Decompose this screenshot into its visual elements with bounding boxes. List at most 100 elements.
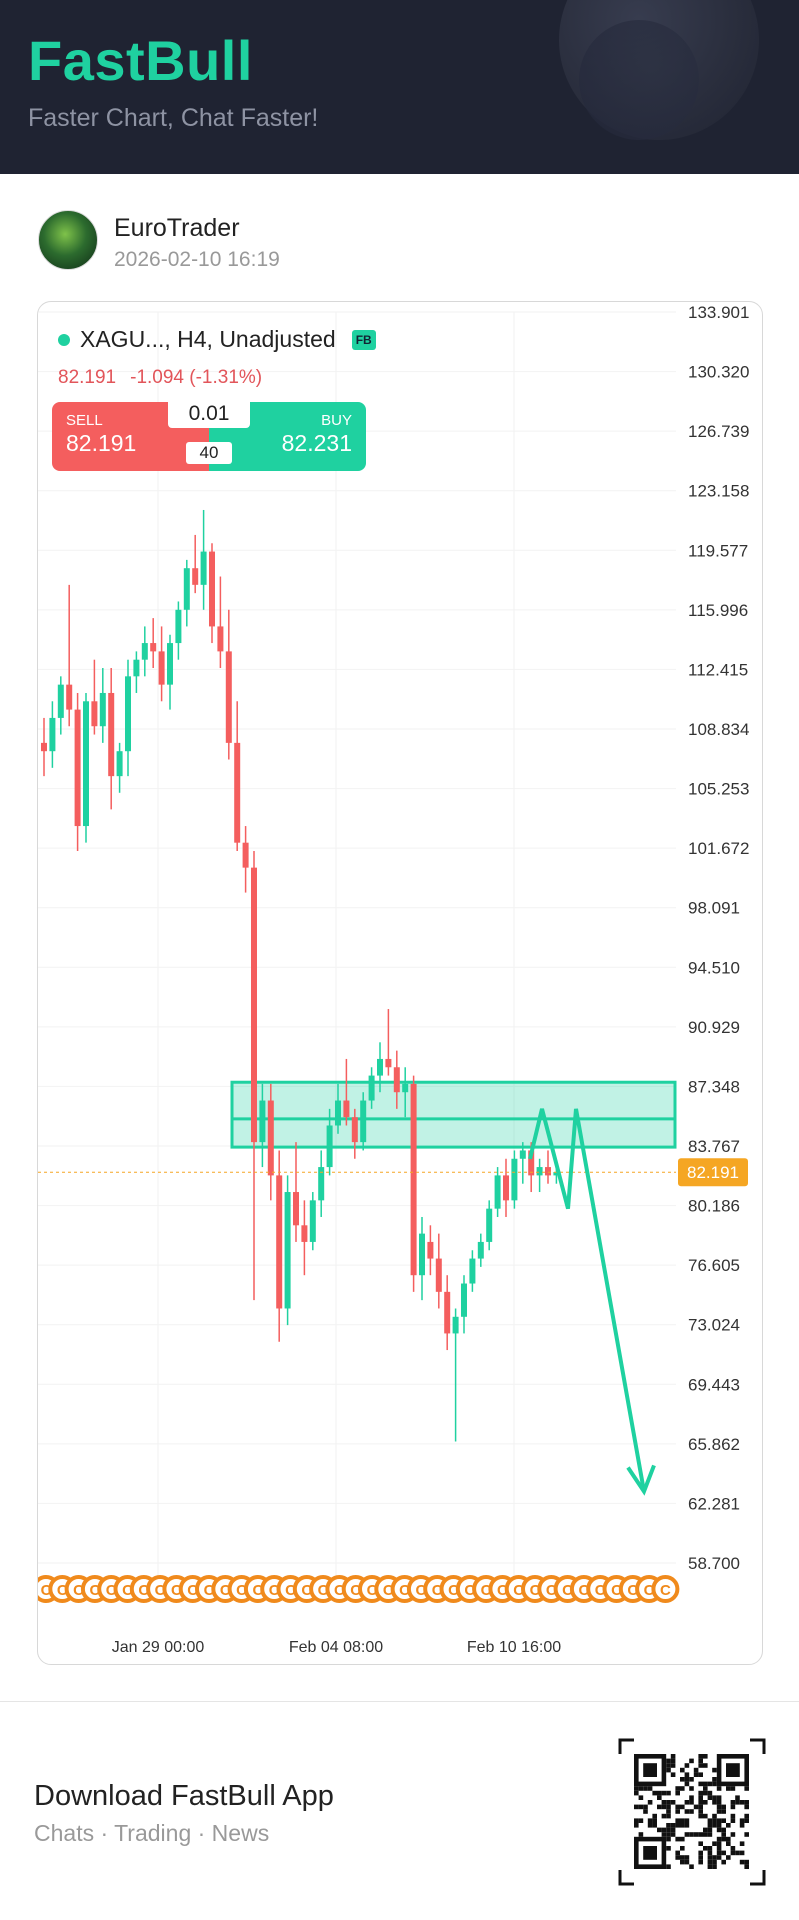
qr-module xyxy=(744,1786,749,1791)
candle-body xyxy=(402,1083,409,1093)
candle-body xyxy=(377,1058,383,1076)
candle-body xyxy=(553,1172,560,1176)
event-marker-glyph: C xyxy=(481,1582,492,1599)
candle-body xyxy=(385,1058,392,1068)
symbol-header[interactable]: XAGU... , H4, Unadjusted FB xyxy=(58,326,376,353)
qr-module xyxy=(716,1827,722,1833)
candle-body xyxy=(192,568,199,585)
event-marker-glyph: C xyxy=(546,1582,557,1599)
event-marker-glyph: C xyxy=(89,1582,100,1599)
qr-module xyxy=(680,1777,685,1782)
candle-body xyxy=(503,1175,509,1201)
lot-size-input[interactable]: 0.01 xyxy=(168,402,250,428)
candle-body xyxy=(427,1241,434,1259)
qr-module xyxy=(707,1781,713,1787)
candle-body xyxy=(477,1241,484,1259)
candle-body xyxy=(66,684,73,710)
trade-panel: SELL 82.191 BUY 82.231 0.01 40 xyxy=(52,402,366,471)
qr-module xyxy=(721,1804,726,1810)
app-header: FastBull Faster Chart, Chat Faster! xyxy=(0,0,799,174)
qr-module xyxy=(716,1786,722,1791)
candle-body xyxy=(469,1258,476,1284)
candle-body xyxy=(167,643,173,685)
qr-module xyxy=(735,1800,740,1805)
price-change: -1.094 (-1.31%) xyxy=(130,367,263,388)
qr-module xyxy=(643,1804,648,1810)
qr-corner xyxy=(750,1870,766,1886)
event-marker-glyph: C xyxy=(578,1582,589,1599)
qr-module xyxy=(634,1823,639,1828)
qr-module xyxy=(744,1859,749,1865)
event-marker-glyph: C xyxy=(318,1582,329,1599)
qr-module xyxy=(744,1813,749,1819)
qr-module xyxy=(716,1855,722,1860)
candle-body xyxy=(267,1100,274,1176)
qr-module xyxy=(703,1763,708,1768)
qr-module xyxy=(744,1804,749,1810)
qr-module xyxy=(698,1790,703,1796)
qr-corner xyxy=(618,1738,634,1754)
candle-body xyxy=(519,1150,526,1159)
event-marker-glyph: C xyxy=(644,1582,655,1599)
candle-body xyxy=(108,692,115,777)
y-tick-label: 80.186 xyxy=(688,1197,740,1216)
qr-module xyxy=(684,1781,690,1787)
candle-body xyxy=(150,643,157,652)
qr-module xyxy=(721,1850,726,1856)
event-marker-glyph: C xyxy=(220,1582,231,1599)
timeframe-label[interactable]: , H4, Unadjusted xyxy=(164,326,336,352)
qr-module xyxy=(652,1813,657,1819)
qr-code[interactable] xyxy=(618,1738,766,1886)
candle-body xyxy=(452,1316,459,1334)
y-tick-label: 58.700 xyxy=(688,1554,740,1573)
brand-logo: FastBull xyxy=(28,29,253,92)
supply-zone xyxy=(230,1080,677,1149)
candle-body xyxy=(360,1100,367,1143)
qr-module xyxy=(726,1786,731,1791)
qr-module xyxy=(666,1864,671,1869)
qr-corner xyxy=(618,1870,634,1886)
username[interactable]: EuroTrader xyxy=(114,214,240,242)
qr-module xyxy=(689,1777,694,1782)
qr-module xyxy=(675,1855,680,1860)
qr-module xyxy=(712,1818,717,1823)
qr-module xyxy=(680,1786,685,1791)
event-marker-glyph: C xyxy=(611,1582,622,1599)
avatar[interactable] xyxy=(38,210,98,270)
qr-module xyxy=(730,1813,736,1819)
footer-divider xyxy=(0,1701,799,1702)
download-title[interactable]: Download FastBull App xyxy=(34,1780,334,1812)
qr-module xyxy=(716,1795,722,1800)
candle-body xyxy=(326,1125,333,1168)
event-marker-glyph: C xyxy=(301,1582,312,1599)
qr-module xyxy=(689,1800,694,1805)
qr-module xyxy=(739,1841,745,1846)
qr-module xyxy=(712,1767,717,1773)
candle-body xyxy=(74,709,81,827)
candle-body xyxy=(393,1067,400,1093)
post-timestamp: 2026-02-10 16:19 xyxy=(114,248,280,271)
qr-module xyxy=(712,1859,717,1865)
qr-module xyxy=(698,1841,703,1846)
qr-module xyxy=(638,1804,644,1810)
y-tick-label: 105.253 xyxy=(688,780,749,799)
event-marker-glyph: C xyxy=(204,1582,215,1599)
event-marker-glyph: C xyxy=(399,1582,410,1599)
qr-module xyxy=(698,1850,703,1856)
event-marker-glyph: C xyxy=(187,1582,198,1599)
qr-module xyxy=(716,1846,722,1851)
qr-module xyxy=(712,1795,717,1800)
qr-module xyxy=(661,1832,667,1837)
qr-module xyxy=(680,1836,685,1842)
qr-module xyxy=(684,1832,690,1837)
current-price-line: 82.191 xyxy=(38,1158,748,1187)
qr-module xyxy=(675,1836,680,1842)
candle-body xyxy=(536,1167,543,1176)
qr-module xyxy=(703,1786,708,1791)
y-tick-label: 119.577 xyxy=(688,541,748,560)
y-tick-label: 73.024 xyxy=(688,1316,740,1335)
symbol-name[interactable]: XAGU... xyxy=(80,326,165,352)
